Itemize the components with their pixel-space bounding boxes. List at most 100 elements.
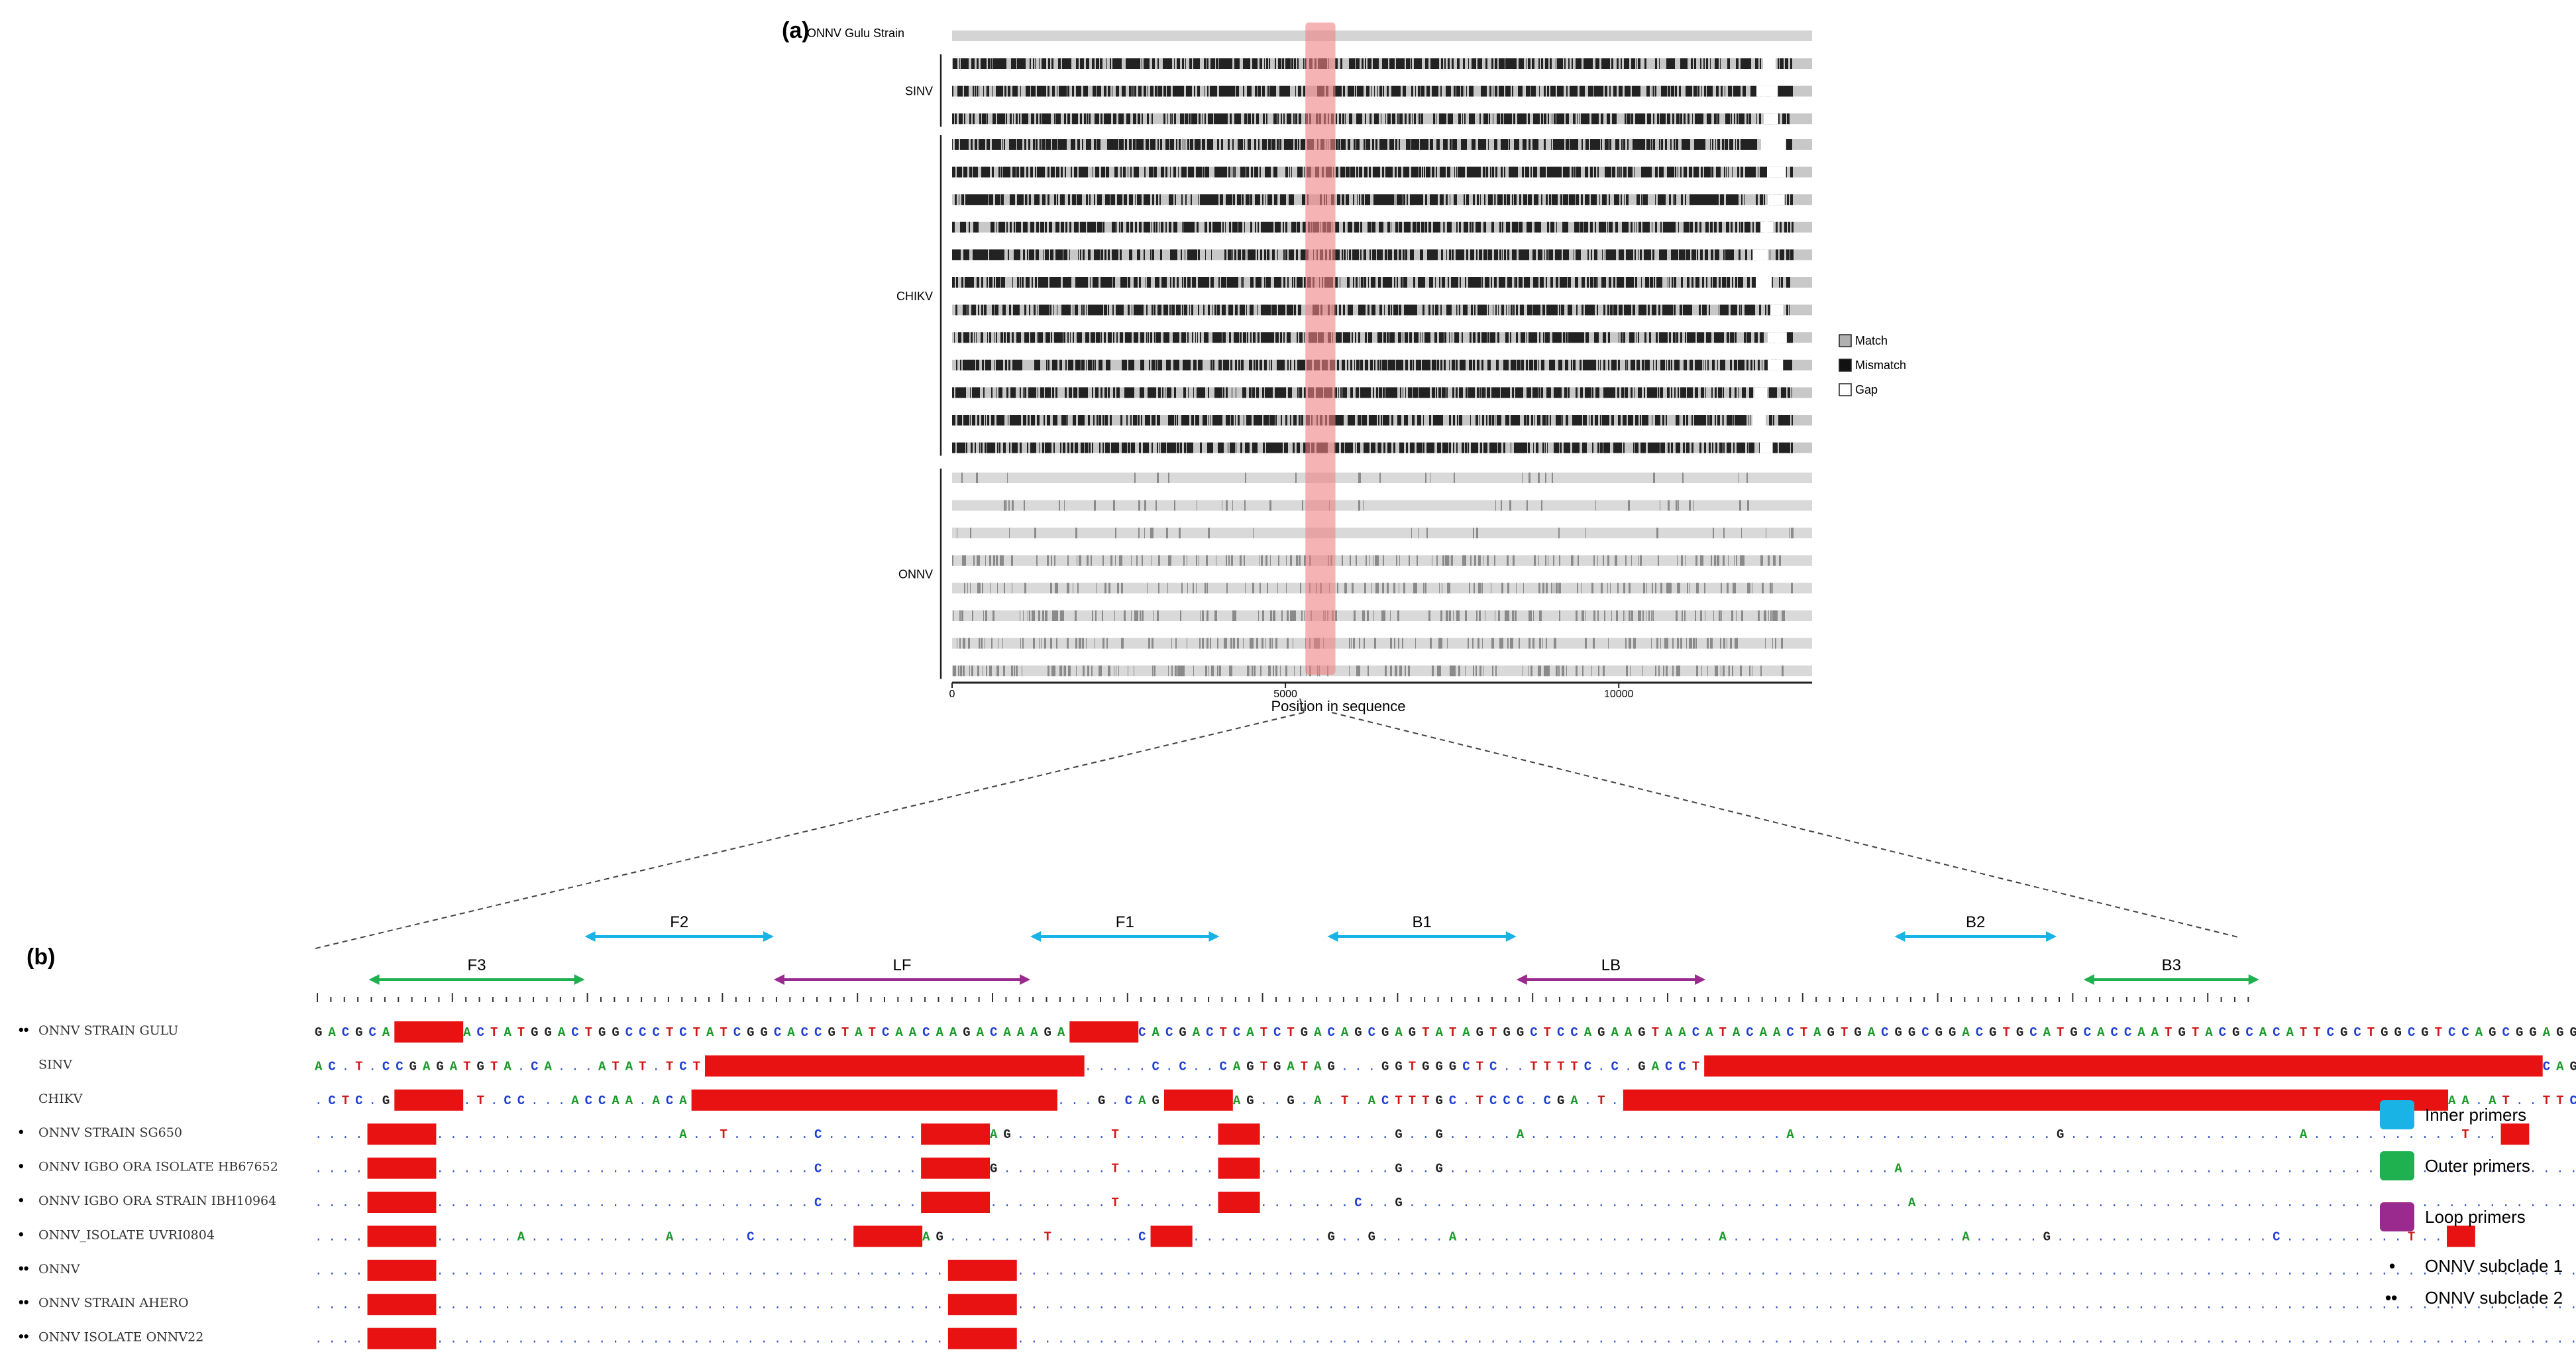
gap-block [1218,1192,1260,1213]
gap-block [367,1294,437,1316]
mismatch-marks [961,473,1748,483]
gap-region [1768,359,1784,370]
alignment-track [952,221,1812,233]
primer-arrowhead-left [584,931,596,942]
legend-label: Inner primers [2425,1105,2526,1125]
gap-region [1761,139,1786,150]
zoom-line-right [1331,712,2241,938]
gap-region [1756,277,1772,288]
alignment-track [952,610,1812,621]
primer-label: LB [1601,956,1621,974]
track-background [952,555,1812,566]
gap-block [921,1192,990,1213]
primer-arrowhead-left [2083,974,2094,985]
alignment-track [952,304,1812,315]
alignment-track [952,58,1812,69]
primer-f3: F3 [368,956,585,985]
primer-arrowhead-right [1020,974,1031,985]
alignment-track [952,277,1812,288]
primer-arrowhead-left [1894,931,1905,942]
position-ruler [317,993,2249,1002]
sequence-name: ONNV_ISOLATE UVRI0804 [38,1227,215,1242]
sequence-row: • ONNV IGBO ORA STRAIN IBH10964..........… [19,1192,2576,1213]
subclade-marker: •• [19,1021,28,1038]
group-labels: SINV CHIKV ONNV [896,54,942,679]
gap-region [1768,332,1787,343]
track-background [952,473,1812,483]
legend-swatch [1839,334,1852,347]
alignment-track [952,359,1812,370]
gap-block [853,1225,923,1247]
subclade-marker: • [19,1192,24,1208]
primer-label: B2 [1966,913,1985,931]
mismatch-marks [956,359,1792,370]
legend-label: Loop primers [2425,1207,2526,1227]
subclade-marker: •• [19,1294,28,1310]
gap-block [367,1192,437,1213]
marker-label: ONNV subclade 1 [2425,1256,2563,1276]
primer-lf: LF [773,956,1031,985]
gap-block [2447,1225,2475,1247]
legend-a: Match Mismatch Gap [1839,334,1906,396]
primer-arrowhead-right [1505,931,1517,942]
sequence-text: ......................A..T......C.......… [315,1127,2496,1142]
x-tick-label: 5000 [1273,689,1297,700]
primer-arrowhead-left [773,974,784,985]
alignment-track [952,442,1812,453]
primer-arrowhead-left [368,974,380,985]
x-axis-title: Position in sequence [1271,698,1405,714]
x-tick-label: 10000 [1604,689,1634,700]
track-background [952,528,1812,539]
primer-arrowhead-right [763,931,774,942]
sequence-name: SINV [38,1057,72,1072]
sequence-name: ONNV IGBO ORA STRAIN IBH10964 [38,1194,276,1208]
legend-label: Gap [1855,383,1878,396]
gap-block [1623,1089,2449,1111]
alignment-track [952,85,1812,97]
gap-block [1069,1021,1139,1043]
panel-b-label: (b) [27,944,55,970]
gap-region [1770,304,1784,315]
gap-block [367,1259,437,1281]
legend-swatch [2380,1202,2414,1231]
alignment-track [952,528,1812,539]
gap-block [1704,1055,2543,1077]
subclade-marker: •• [19,1328,28,1345]
mismatch-marks [952,249,1794,260]
group-label: CHIKV [896,290,933,303]
gap-block [947,1259,1017,1281]
gap-block [367,1225,437,1247]
gap-block [691,1089,1057,1111]
mismatch-marks [953,665,1784,677]
gap-block [921,1123,990,1145]
legend-swatch [1839,383,1852,396]
legend-label: Match [1855,334,1888,347]
legend-swatch [2380,1151,2414,1180]
alignment-track [952,166,1812,178]
sequence-row: CHIKV . C T C. G. T. C C... A C C A A. A C A... G. C A G A G..… [38,1089,2576,1111]
primer-label: LF [893,956,912,974]
gap-region [1754,387,1768,398]
subclade-marker: • [19,1123,24,1140]
primer-f1: F1 [1030,913,1220,942]
mismatch-marks [952,85,1793,97]
track-background [952,277,1812,288]
legend-b: Inner primers Outer primers Loop primers • O… [2380,1100,2563,1308]
sequence-row: • ONNV IGBO ORA ISOLATE HB67652..........… [19,1157,2576,1179]
mismatch-marks [954,332,1793,343]
gap-block [367,1123,437,1145]
alignment-track [952,555,1812,566]
marker-symbol: • [2389,1256,2395,1276]
marker-label: ONNV subclade 2 [2425,1288,2563,1308]
alignment-track [952,332,1812,343]
track-background [952,638,1812,649]
gap-block [947,1328,1017,1349]
primer-arrowhead-right [574,974,585,985]
sequence-row: • ONNV STRAIN SG650......................… [19,1123,2530,1145]
zoom-connector-lines [312,698,2241,950]
legend-label: Outer primers [2425,1156,2530,1176]
x-axis-ticks: 0 5000 10000 [949,683,1634,700]
gap-block [1218,1123,1260,1145]
reference-track [952,30,1812,41]
